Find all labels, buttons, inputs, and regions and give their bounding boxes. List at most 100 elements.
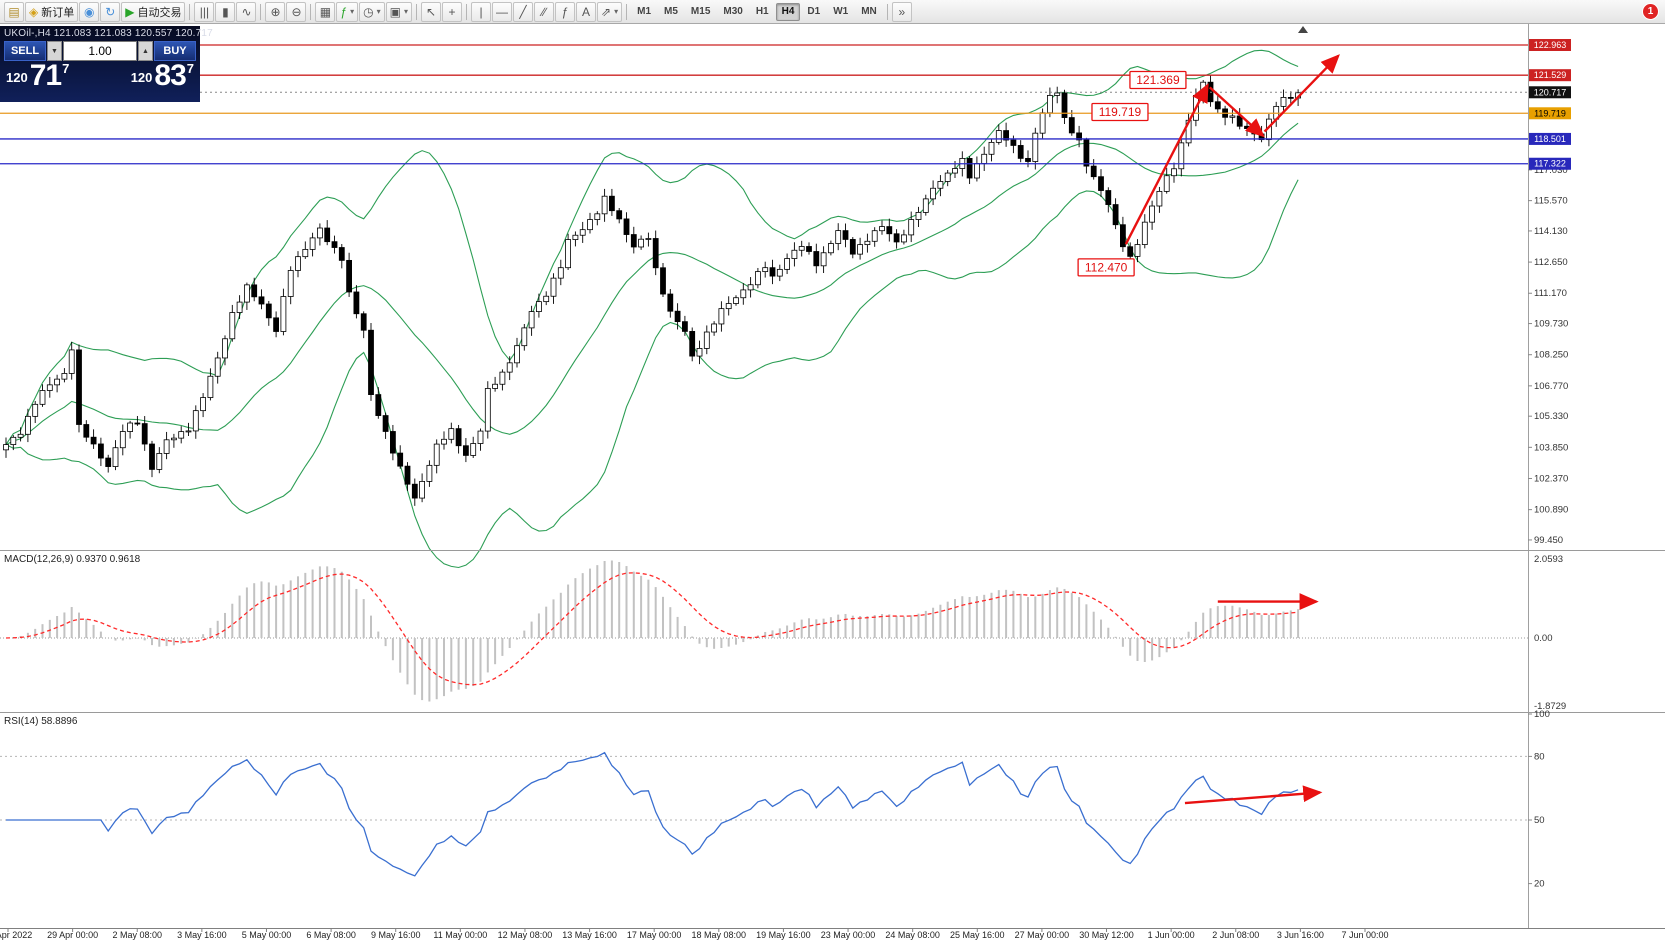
zoom-out-icon[interactable]: ⊖ bbox=[286, 1, 307, 22]
data-window-icon[interactable]: ↻ bbox=[100, 1, 121, 22]
toolbar-separator bbox=[310, 3, 312, 20]
bar-chart-icon: ||| bbox=[199, 4, 210, 19]
channel-icon[interactable]: ∕∕ bbox=[534, 1, 555, 22]
period-icon[interactable]: ◷ ▾ bbox=[359, 1, 385, 22]
svg-text:108.250: 108.250 bbox=[1534, 350, 1568, 361]
svg-text:23 May 00:00: 23 May 00:00 bbox=[821, 930, 876, 940]
svg-text:3 May 16:00: 3 May 16:00 bbox=[177, 930, 227, 940]
timeframe-m15[interactable]: M15 bbox=[685, 3, 716, 21]
candlestick-chart-icon[interactable]: ▮ bbox=[215, 1, 236, 22]
autotrading-button[interactable]: ▶ 自动交易 bbox=[121, 1, 186, 22]
new-chart-icon[interactable]: ▤ bbox=[4, 1, 24, 22]
market-watch-icon[interactable]: ◉ bbox=[79, 1, 100, 22]
macd-indicator-label: MACD(12,26,9) 0.9370 0.9618 bbox=[4, 554, 141, 565]
text-label-icon[interactable]: A bbox=[576, 1, 597, 22]
bollinger-band-mid bbox=[5, 122, 1299, 446]
svg-text:6 May 08:00: 6 May 08:00 bbox=[306, 930, 356, 940]
svg-text:20: 20 bbox=[1534, 879, 1545, 890]
price-callout bbox=[1129, 70, 1187, 90]
tile-windows-icon: ▦ bbox=[319, 4, 332, 19]
notification-badge[interactable]: 1 bbox=[1643, 4, 1658, 19]
timeframe-d1[interactable]: D1 bbox=[801, 3, 826, 21]
data-window-icon: ↻ bbox=[105, 4, 116, 19]
volume-decrease-button[interactable]: ▼ bbox=[47, 41, 62, 61]
svg-text:3 Jun 16:00: 3 Jun 16:00 bbox=[1277, 930, 1324, 940]
svg-text:19 May 16:00: 19 May 16:00 bbox=[756, 930, 811, 940]
svg-text:50: 50 bbox=[1534, 815, 1545, 826]
crosshair-icon[interactable]: + bbox=[442, 1, 463, 22]
timeframe-h1[interactable]: H1 bbox=[750, 3, 775, 21]
volume-input[interactable] bbox=[63, 41, 137, 61]
chart-annotations: 121.369 119.719 112.470 bbox=[1077, 54, 1340, 805]
toolbar-separator bbox=[886, 3, 888, 20]
timeframe-h4[interactable]: H4 bbox=[775, 2, 801, 21]
bollinger-band-lo bbox=[5, 179, 1299, 569]
trade-controls: SELL ▼ ▲ BUY bbox=[4, 41, 196, 61]
autotrading-button: ▶ bbox=[125, 4, 135, 19]
autotrading-button-label: 自动交易 bbox=[137, 6, 182, 19]
horizontal-line-icon: — bbox=[496, 4, 509, 19]
svg-text:112.470: 112.470 bbox=[1085, 260, 1128, 274]
timeframe-m5[interactable]: M5 bbox=[658, 3, 684, 21]
svg-text:115.570: 115.570 bbox=[1534, 196, 1568, 207]
arrow-objects-icon: ⇗ bbox=[601, 4, 612, 19]
rsi-indicator-label: RSI(14) 58.8896 bbox=[4, 716, 78, 727]
svg-text:100.890: 100.890 bbox=[1534, 505, 1568, 516]
tile-windows-icon[interactable]: ▦ bbox=[315, 1, 336, 22]
horizontal-line-icon[interactable]: — bbox=[492, 1, 513, 22]
zoom-in-icon[interactable]: ⊕ bbox=[265, 1, 286, 22]
timeframe-m30[interactable]: M30 bbox=[717, 3, 748, 21]
svg-text:2 Jun 08:00: 2 Jun 08:00 bbox=[1212, 930, 1259, 940]
arrow-objects-icon[interactable]: ⇗ ▾ bbox=[597, 1, 623, 22]
svg-text:121.529: 121.529 bbox=[1534, 70, 1567, 80]
svg-text:117.322: 117.322 bbox=[1534, 159, 1566, 169]
zoom-in-icon: ⊕ bbox=[270, 4, 281, 19]
level-lines bbox=[0, 44, 1528, 165]
svg-text:24 May 08:00: 24 May 08:00 bbox=[885, 930, 940, 940]
line-chart-icon[interactable]: ∿ bbox=[236, 1, 257, 22]
toolbar-overflow-icon[interactable]: » bbox=[891, 1, 912, 22]
fibonacci-icon: ƒ bbox=[561, 4, 569, 19]
vertical-line-icon[interactable]: | bbox=[471, 1, 492, 22]
bar-chart-icon[interactable]: ||| bbox=[194, 1, 215, 22]
price-axis: 117.030 115.570 114.130 112.650 111.170 109.7… bbox=[1528, 24, 1571, 928]
new-order-button-label: 新订单 bbox=[41, 6, 75, 19]
svg-text:25 May 16:00: 25 May 16:00 bbox=[950, 930, 1005, 940]
timeframe-mn[interactable]: MN bbox=[855, 3, 883, 21]
buy-button[interactable]: BUY bbox=[154, 41, 196, 61]
svg-text:80: 80 bbox=[1534, 751, 1545, 762]
sell-button[interactable]: SELL bbox=[4, 41, 46, 61]
cursor-icon[interactable]: ↖ bbox=[421, 1, 442, 22]
buy-price[interactable]: 120 83 7 bbox=[130, 59, 194, 92]
svg-text:119.719: 119.719 bbox=[1099, 105, 1142, 119]
time-axis: 28 Apr 2022 29 Apr 00:00 2 May 08:00 3 May … bbox=[0, 928, 1665, 940]
one-click-trade-panel: UKOil-,H4 121.083 121.083 120.557 120.71… bbox=[0, 26, 213, 102]
svg-text:103.850: 103.850 bbox=[1534, 442, 1568, 453]
svg-text:118.501: 118.501 bbox=[1534, 134, 1566, 144]
new-order-button[interactable]: ◈ 新订单 bbox=[25, 1, 79, 22]
svg-text:111.170: 111.170 bbox=[1534, 288, 1567, 299]
trendline-icon[interactable]: ╱ bbox=[513, 1, 534, 22]
sell-price[interactable]: 120 71 7 bbox=[6, 59, 70, 92]
main-chart bbox=[3, 26, 1308, 569]
template-icon[interactable]: ▣ ▾ bbox=[385, 1, 413, 22]
toolbar-overflow-icon: » bbox=[898, 4, 906, 19]
toolbar-separator bbox=[466, 3, 468, 20]
indicators-icon[interactable]: ƒ ▾ bbox=[336, 1, 359, 22]
chevron-down-icon: ▾ bbox=[614, 7, 619, 16]
fibonacci-icon[interactable]: ƒ bbox=[555, 1, 576, 22]
svg-text:102.370: 102.370 bbox=[1534, 473, 1568, 484]
svg-text:7 Jun 00:00: 7 Jun 00:00 bbox=[1341, 930, 1388, 940]
volume-increase-button[interactable]: ▲ bbox=[138, 41, 153, 61]
svg-text:30 May 12:00: 30 May 12:00 bbox=[1079, 930, 1134, 940]
svg-text:109.730: 109.730 bbox=[1534, 319, 1568, 330]
svg-text:0.00: 0.00 bbox=[1534, 633, 1553, 644]
timeframe-m1[interactable]: M1 bbox=[631, 3, 657, 21]
svg-text:100: 100 bbox=[1534, 709, 1550, 720]
svg-text:12 May 08:00: 12 May 08:00 bbox=[498, 930, 553, 940]
market-watch-icon: ◉ bbox=[83, 4, 95, 19]
timeframe-w1[interactable]: W1 bbox=[827, 3, 854, 21]
crosshair-icon: + bbox=[448, 4, 456, 19]
rsi-panel: 100 80 50 20 bbox=[0, 709, 1665, 890]
